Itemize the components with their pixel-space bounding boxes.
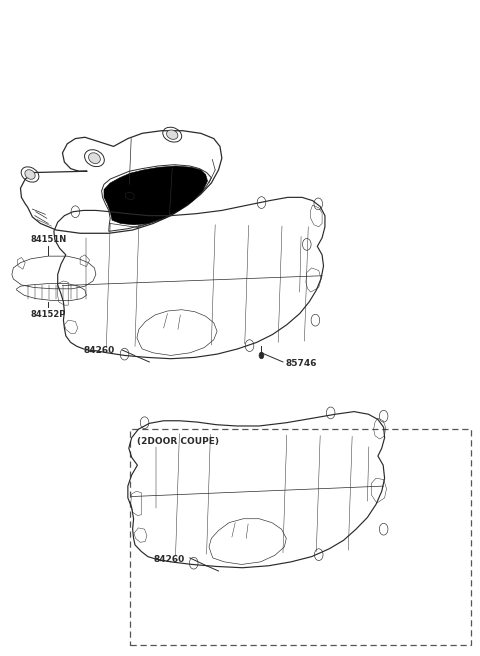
Bar	[130, 429, 471, 645]
Text: 84152P: 84152P	[30, 310, 66, 319]
Ellipse shape	[88, 153, 100, 163]
Polygon shape	[104, 166, 207, 225]
Text: 84260: 84260	[84, 346, 115, 355]
Circle shape	[259, 352, 264, 359]
Ellipse shape	[25, 170, 35, 179]
Text: 84151N: 84151N	[30, 236, 66, 245]
Ellipse shape	[167, 130, 178, 139]
Text: 85746: 85746	[285, 359, 317, 369]
Text: 84260: 84260	[154, 555, 185, 564]
Text: (2DOOR COUPE): (2DOOR COUPE)	[137, 437, 219, 446]
